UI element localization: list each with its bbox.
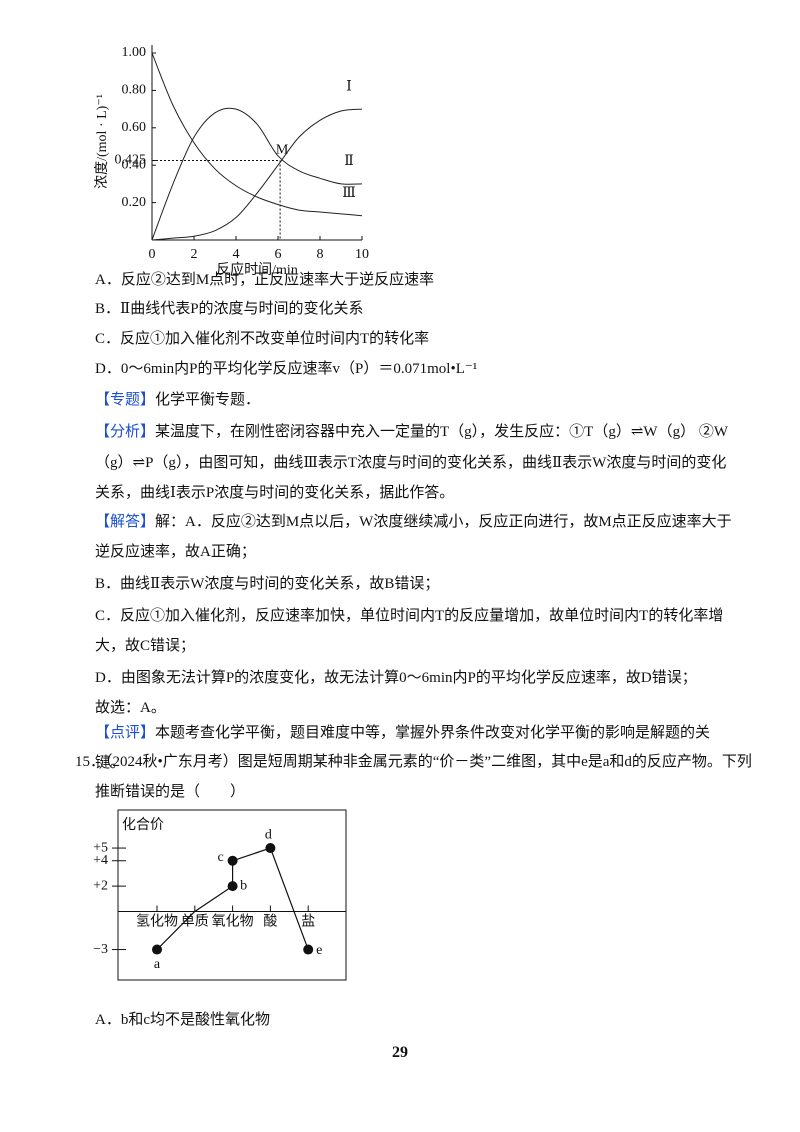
curve-label: Ⅰ <box>346 79 352 94</box>
y-tick-label: 0.80 <box>122 83 147 98</box>
x-axis-label: 反应时间/min <box>216 261 298 278</box>
answer-line: D．由图象无法计算P的浓度变化，故无法计算0～6min内P的平均化学反应速率，故… <box>95 670 697 686</box>
text: 本题考查化学平衡，题目难度中等，掌握外界条件改变对化学平衡的影响是解题的关键。 <box>95 725 711 771</box>
x-tick-label: 氧化物 <box>212 914 254 930</box>
x-tick-label: 6 <box>275 247 282 262</box>
curve <box>151 52 363 217</box>
question: 15．（2024秋•广东月考）图是短周期某种非金属元素的“价－类”二维图，其中e… <box>75 747 760 807</box>
topic: 【专题】化学平衡专题． <box>95 385 735 415</box>
tag: 【专题】 <box>95 392 156 408</box>
point-label: c <box>217 850 223 865</box>
y-tick-label: 0.20 <box>122 195 147 210</box>
y-axis-label: 浓度/(mol · L)⁻¹ <box>94 94 110 189</box>
answer-line: C．反应①加入催化剂，反应速率加快，单位时间内T的反应量增加，故单位时间内T的转… <box>95 608 724 654</box>
answer-line: 故选：A。 <box>95 700 166 716</box>
curve <box>151 107 363 241</box>
option: A．反应②达到M点时，正反应速率大于逆反应速率 <box>95 272 435 288</box>
point <box>265 843 276 854</box>
option: B．Ⅱ曲线代表P的浓度与时间的变化关系 <box>95 301 364 317</box>
x-tick-label: 4 <box>233 247 240 262</box>
question-number: 15． <box>75 754 106 770</box>
tag: 【点评】 <box>95 725 156 741</box>
valence-line <box>156 847 309 950</box>
text: 某温度下，在刚性密闭容器中充入一定量的T（g），发生反应：①T（g）⇌W（g） … <box>95 424 728 501</box>
point <box>303 944 314 955</box>
option: A．b和c均不是酸性氧化物 <box>95 1012 270 1028</box>
annotation: M <box>276 143 289 158</box>
point <box>227 881 238 892</box>
y-tick-label: +5 <box>93 840 108 855</box>
x-tick-label: 2 <box>191 247 198 262</box>
point-label: b <box>240 878 247 893</box>
curve-label: Ⅲ <box>342 186 356 201</box>
point <box>152 944 162 955</box>
x-tick-label: 10 <box>355 247 369 262</box>
curve-label: Ⅱ <box>344 154 354 169</box>
page-number: 29 <box>392 1044 408 1061</box>
answer: 【解答】解：A．反应②达到M点以后，W浓度继续减小，反应正向进行，故M点正反应速… <box>95 507 735 723</box>
comment: 【点评】本题考查化学平衡，题目难度中等，掌握外界条件改变对化学平衡的影响是解题的… <box>95 718 735 778</box>
answer-line: 【解答】解：A．反应②达到M点以后，W浓度继续减小，反应正向进行，故M点正反应速… <box>95 507 735 567</box>
text: 解：A．反应②达到M点以后，W浓度继续减小，反应正向进行，故M点正反应速率大于逆… <box>95 514 732 560</box>
point <box>227 855 238 866</box>
y-tick-label: +4 <box>93 853 108 868</box>
x-tick-label: 8 <box>317 247 324 262</box>
y-tick-label: 0.425 <box>115 153 147 168</box>
x-tick-label: 0 <box>149 247 156 262</box>
tag: 【解答】 <box>95 514 156 530</box>
y-tick-label: 0.40 <box>122 157 147 172</box>
analysis: 【分析】某温度下，在刚性密闭容器中充入一定量的T（g），发生反应：①T（g）⇌W… <box>95 417 735 509</box>
option: C．反应①加入催化剂不改变单位时间内T的转化率 <box>95 331 430 347</box>
x-tick-label: 氢化物 <box>136 914 178 930</box>
point-label: a <box>154 957 161 972</box>
y-tick-label: −3 <box>93 942 108 957</box>
text: （2024秋•广东月考）图是短周期某种非金属元素的“价－类”二维图，其中e是a和… <box>95 754 752 800</box>
text: 化学平衡专题． <box>155 392 261 408</box>
y-axis-label: 化合价 <box>122 817 164 833</box>
tag: 【分析】 <box>95 424 156 440</box>
x-tick-label: 酸 <box>263 914 277 930</box>
y-tick-label: 0.60 <box>122 120 147 135</box>
point-label: e <box>316 943 322 958</box>
point-label: d <box>265 827 272 842</box>
answer-line: B．曲线Ⅱ表示W浓度与时间的变化关系，故B错误； <box>95 576 440 592</box>
y-tick-label: +2 <box>93 878 108 893</box>
frame <box>117 809 347 981</box>
x-tick-label: 盐 <box>301 914 315 930</box>
curve <box>151 108 363 241</box>
valence-chart: 化合价−3+2+4+5氢化物 单质 氧化物酸盐abcde <box>93 809 347 981</box>
y-tick-label: 1.00 <box>122 45 147 60</box>
option: D．0～6min内P的平均化学反应速率v（P）＝0.071mol•L⁻¹ <box>95 361 478 377</box>
concentration-chart: 0.20 0.400.425 0.60 0.80 1.00 0 2 4 6 8 10 反应时间/min… <box>94 45 369 278</box>
